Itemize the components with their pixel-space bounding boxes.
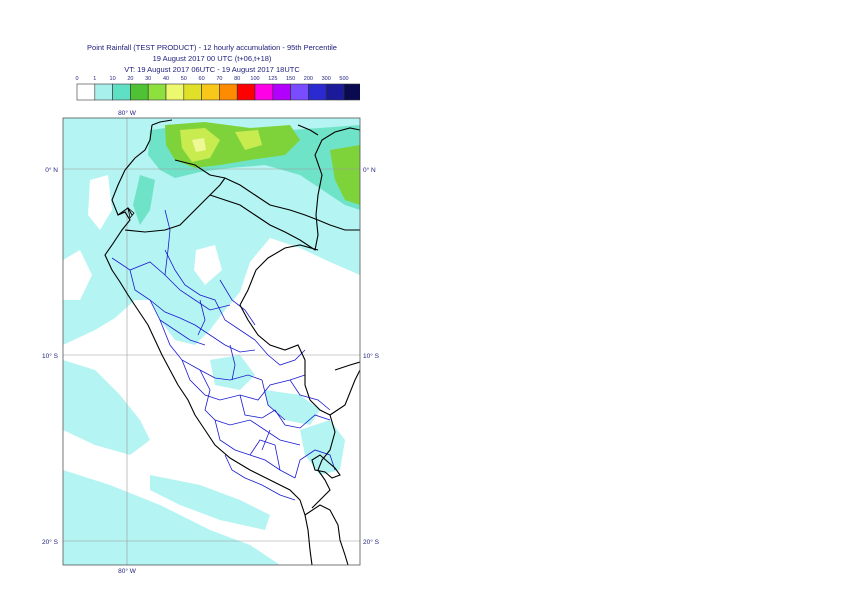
- lon-label-bottom: 80° W: [118, 567, 137, 575]
- rain-area-offshore-1: [63, 360, 150, 455]
- rain-area-andes-2: [300, 420, 345, 475]
- legend-threshold-30: 30: [145, 76, 151, 82]
- legend-threshold-0: 0: [75, 76, 78, 82]
- validity-time-subtitle: VT: 19 August 2017 06UTC - 19 August 201…: [124, 65, 300, 74]
- lat-label-20s-right: 20° S: [363, 538, 380, 546]
- dry-pocket-2: [63, 250, 92, 300]
- legend-threshold-500: 500: [339, 76, 348, 82]
- lat-label-0n-right: 0° N: [363, 166, 376, 174]
- map-field: [63, 118, 360, 565]
- islands: [127, 206, 135, 219]
- rain-area-offshore-3: [150, 475, 270, 530]
- rain-area-moderate-2: [133, 175, 155, 225]
- legend-threshold-1: 1: [93, 76, 96, 82]
- legend-color-boxes: [76, 83, 360, 101]
- colombia-ecuador-border: [174, 159, 360, 231]
- graticule: [63, 118, 360, 565]
- lat-label-0n-left: 0° N: [45, 166, 58, 174]
- lat-label-10s-left: 10° S: [42, 352, 59, 360]
- legend-threshold-labels: 0 1 10 20 30 40 50 60 70 80 100 125 150 200 300 500: [75, 76, 348, 82]
- legend-threshold-125: 125: [268, 76, 277, 82]
- coastline: [104, 124, 313, 565]
- legend-threshold-20: 20: [127, 76, 133, 82]
- legend-threshold-10: 10: [110, 76, 116, 82]
- lon-label-top: 80° W: [118, 109, 137, 117]
- map-frame: [62, 117, 361, 566]
- legend-threshold-150: 150: [286, 76, 295, 82]
- legend-threshold-300: 300: [322, 76, 331, 82]
- run-time-subtitle: 19 August 2017 00 UTC (t+06,t+18): [152, 54, 272, 63]
- rain-core-2: [235, 130, 262, 150]
- rain-area-andes-1: [265, 390, 320, 425]
- lat-label-20s-left: 20° S: [42, 538, 59, 546]
- rain-area-heavy-2: [330, 145, 360, 205]
- legend-threshold-50: 50: [181, 76, 187, 82]
- legend-threshold-60: 60: [199, 76, 205, 82]
- legend-threshold-200: 200: [304, 76, 313, 82]
- legend-threshold-100: 100: [250, 76, 259, 82]
- admin-boundaries: [111, 209, 336, 501]
- color-legend: 0 1 10 20 30 40 50 60 70 80 100 125 150 200 300 500: [75, 76, 360, 101]
- legend-threshold-80: 80: [234, 76, 240, 82]
- coastline-and-borders: [104, 119, 360, 565]
- bolivia-border: [329, 369, 360, 416]
- rain-core-3: [192, 138, 206, 152]
- rain-area-andes-3: [210, 355, 255, 390]
- dry-pocket-1: [88, 175, 112, 230]
- peru-colombia-border: [209, 127, 360, 251]
- colombia-north-border: [151, 119, 173, 126]
- map-title: Point Rainfall (TEST PRODUCT) - 12 hourl…: [87, 43, 337, 52]
- lat-label-10s-right: 10° S: [363, 352, 380, 360]
- chile-border: [304, 504, 349, 565]
- legend-threshold-40: 40: [163, 76, 169, 82]
- lake-titicaca: [311, 454, 341, 479]
- legend-threshold-70: 70: [216, 76, 222, 82]
- peru-brazil-border: [239, 244, 336, 509]
- ecuador-peru-border: [124, 177, 226, 233]
- rain-area-north: [63, 118, 360, 345]
- legend-box-15: [343, 83, 360, 101]
- dry-pocket-3: [194, 245, 222, 285]
